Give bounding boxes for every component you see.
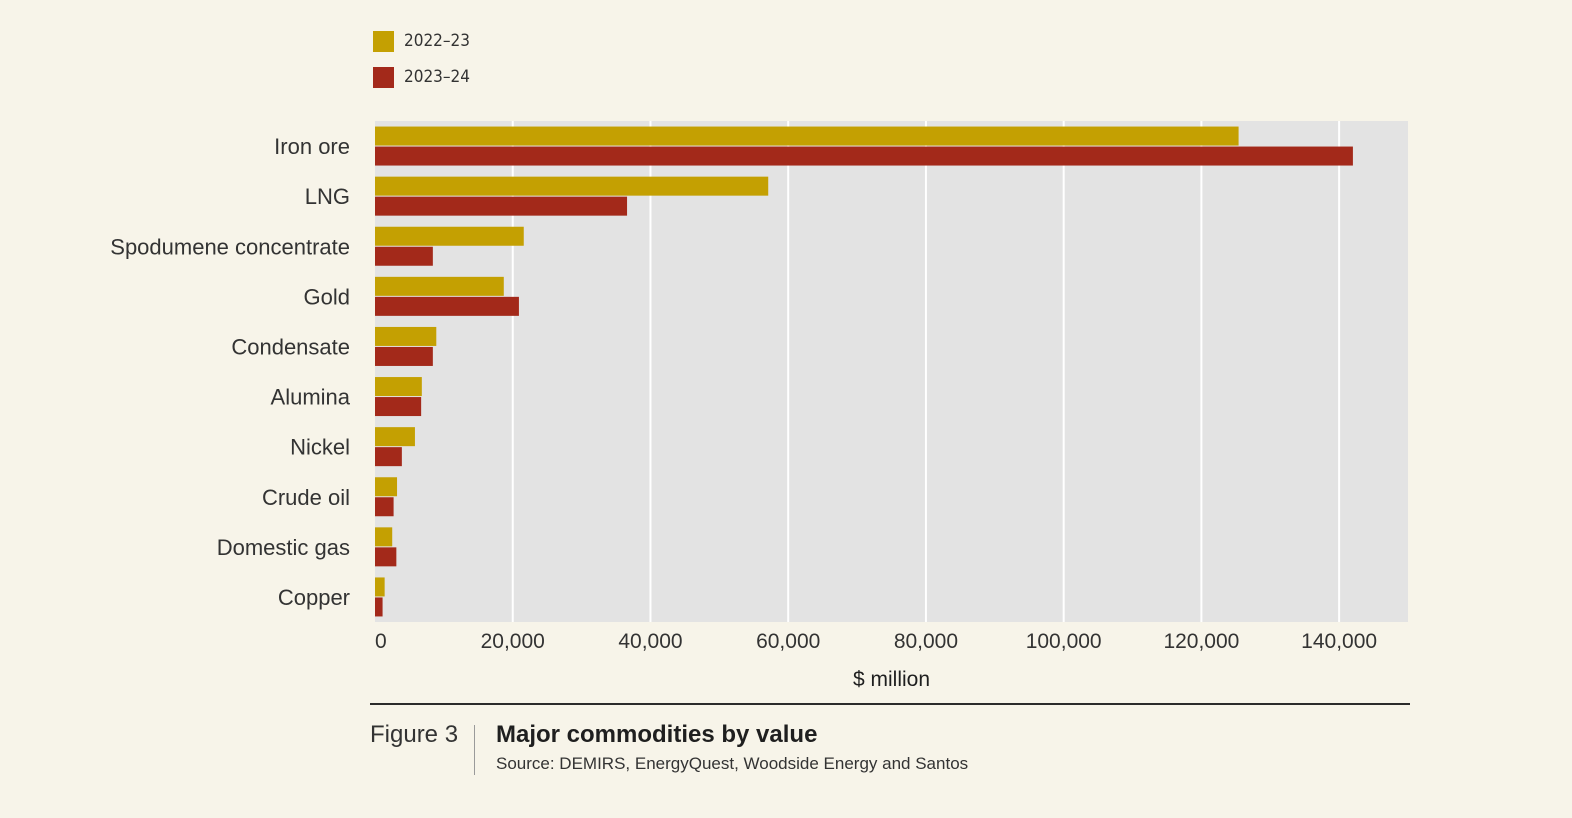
x-tick-label-40-000: 40,000 <box>618 630 682 653</box>
legend-label-2022-23: 2022–23 <box>404 31 471 51</box>
category-label-nickel: Nickel <box>290 435 350 460</box>
legend-label-2023-24: 2023–24 <box>404 67 471 87</box>
bar-iron-ore-2023-24 <box>375 146 1353 166</box>
figure-caption: Figure 3 Major commodities by value Sour… <box>370 703 1410 775</box>
gridlines <box>511 121 1341 622</box>
bar-alumina-2022-23 <box>375 377 422 397</box>
bar-alumina-2023-24 <box>375 397 422 417</box>
bar-nickel-2023-24 <box>375 447 402 467</box>
x-tick-label-120-000: 120,000 <box>1163 630 1239 653</box>
bar-nickel-2022-23 <box>375 427 415 447</box>
bar-crude-oil-2022-23 <box>375 477 398 497</box>
bar-condensate-2022-23 <box>375 326 437 346</box>
x-tick-label-0: 0 <box>375 630 387 653</box>
x-tick-labels: 0 20,000 40,000 60,000 80,000 100,000 120,000 1… <box>375 630 1377 653</box>
category-label-alumina: Alumina <box>271 385 351 410</box>
category-label-condensate: Condensate <box>231 334 350 359</box>
legend-item-2023-24: 2023–24 <box>373 66 470 88</box>
category-label-copper: Copper <box>278 585 350 610</box>
category-label-crude-oil: Crude oil <box>262 485 350 510</box>
x-tick-label-60-000: 60,000 <box>756 630 820 653</box>
category-label-spodumene-concentrate: Spodumene concentrate <box>110 234 350 259</box>
bar-copper-2023-24 <box>375 597 383 617</box>
x-tick-label-140-000: 140,000 <box>1301 630 1377 653</box>
x-tick-label-80-000: 80,000 <box>894 630 958 653</box>
legend-swatch-2023-24 <box>373 66 394 88</box>
legend-item-2022-23: 2022–23 <box>373 30 470 52</box>
bar-spodumene-concentrate-2023-24 <box>375 246 433 266</box>
chart-legend: 2022–23 2023–24 <box>373 30 470 102</box>
bar-lng-2022-23 <box>375 176 769 196</box>
bar-crude-oil-2023-24 <box>375 497 394 517</box>
category-label-lng: LNG <box>305 184 350 209</box>
bar-iron-ore-2022-23 <box>375 126 1239 146</box>
figure-source: Source: DEMIRS, EnergyQuest, Woodside En… <box>496 754 969 773</box>
category-label-iron-ore: Iron ore <box>274 134 350 159</box>
category-label-domestic-gas: Domestic gas <box>217 535 350 560</box>
bar-gold-2022-23 <box>375 276 504 296</box>
x-tick-label-100-000: 100,000 <box>1026 630 1102 653</box>
figure-number: Figure 3 <box>370 721 459 748</box>
figure-title: Major commodities by value <box>496 721 818 748</box>
bar-condensate-2023-24 <box>375 346 433 366</box>
x-tick-label-20-000: 20,000 <box>481 630 545 653</box>
bar-domestic-gas-2023-24 <box>375 547 397 567</box>
caption-divider <box>474 725 475 775</box>
x-axis-title: $ million <box>853 668 930 691</box>
category-labels: Iron ore LNG Spodumene concentrate Gold Cond… <box>110 134 350 610</box>
bar-spodumene-concentrate-2022-23 <box>375 226 524 246</box>
category-label-gold: Gold <box>304 284 350 309</box>
bar-domestic-gas-2022-23 <box>375 527 393 547</box>
bars <box>375 126 1353 617</box>
legend-swatch-2022-23 <box>373 30 394 52</box>
bar-gold-2023-24 <box>375 296 519 316</box>
bar-copper-2022-23 <box>375 577 385 597</box>
bar-chart: Iron ore LNG Spodumene concentrate Gold Cond… <box>110 121 1408 691</box>
plot-area <box>375 121 1408 622</box>
bar-lng-2023-24 <box>375 196 628 216</box>
